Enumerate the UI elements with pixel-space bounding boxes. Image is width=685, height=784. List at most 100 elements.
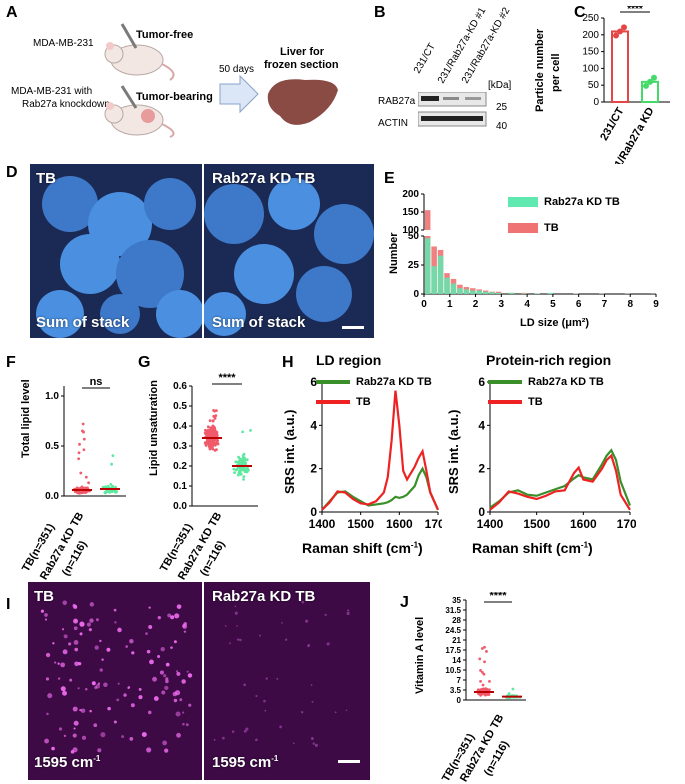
x-tick-label: 1600 [570,517,597,531]
data-point [210,440,213,443]
data-point [78,451,81,454]
data-point [209,432,212,435]
panel-h-right-xlabel: Raman shift (cm-1) [472,540,593,556]
vitamin-a-spot [47,693,52,698]
vitamin-a-spot [145,632,148,635]
panel-d-image-kd: Rab27a KD TB Sum of stack [204,164,374,338]
vitamin-a-spot [266,677,268,679]
data-point [112,454,115,457]
data-point [239,473,242,476]
vitamin-a-spot [182,711,184,713]
vitamin-a-spot [312,742,314,744]
y-tick-label: 0.6 [173,381,187,392]
vitamin-a-spot [89,628,92,631]
data-point [212,415,215,418]
vitamin-a-spot [74,640,79,645]
data-point [110,490,113,493]
vitamin-a-spot [44,613,48,617]
bar-kd [496,293,502,294]
legend-label-kd: Rab27a KD TB [356,376,432,388]
y-tick-label: 0.0 [45,491,59,502]
vitamin-a-spot [79,622,84,627]
vitamin-a-spot [301,711,303,713]
data-point [478,657,481,660]
data-point [87,481,90,484]
vitamin-a-spot [74,721,79,726]
vitamin-a-spot [162,741,167,746]
vitamin-a-spot [229,642,231,644]
vitamin-a-spot [127,687,129,689]
vitamin-a-spot [170,615,174,619]
bar-kd [470,291,476,294]
vitamin-a-spot [98,683,100,685]
panel-i-caption-left: 1595 cm-1 [34,754,100,771]
y-tick-label: 150 [582,47,599,58]
vitamin-a-spot [232,730,235,733]
vitamin-a-spot [147,650,151,654]
y-tick-label: 21 [452,636,461,645]
panel-e-ylabel: Number [388,232,400,274]
vitamin-a-spot [129,737,133,741]
y-tick-label: 24.5 [445,626,461,635]
y-tick-label: 3.5 [450,686,462,695]
data-point [207,440,210,443]
data-point [82,431,85,434]
data-point [85,476,88,479]
vitamin-a-spot [142,732,147,737]
vitamin-a-spot [164,749,168,753]
scale-bar [338,760,360,763]
x-tick-label: 7 [602,299,608,310]
vitamin-a-spot [315,744,318,747]
data-point [237,456,240,459]
vitamin-a-spot [80,632,83,635]
vitamin-a-spot [74,648,78,652]
vitamin-a-spot [97,748,101,752]
vitamin-a-spot [148,625,152,629]
vitamin-a-spot [139,688,142,691]
data-point [209,419,212,422]
y-tick-label: 0 [413,289,419,300]
vitamin-a-spot [184,630,186,632]
y-tick-label: 0.2 [173,461,187,472]
panel-d-image-tb: TB Sum of stack [30,164,202,338]
panel-h-right-legend-kd: Rab27a KD TB [488,376,604,388]
vitamin-a-spot [107,707,111,711]
tb-cells-image [30,164,202,338]
vitamin-a-spot [68,642,71,645]
cell-line-top-label: MDA-MB-231 [33,38,94,49]
vitamin-a-spot [182,624,187,629]
panel-j-letter: J [400,594,409,612]
data-point [210,428,213,431]
vitamin-a-spot [89,618,93,622]
vitamin-a-spot [177,604,182,609]
vitamin-a-spot [239,639,241,641]
legend-label-tb: TB [528,396,543,408]
marker-25: 25 [496,102,507,113]
y-tick-label: 6 [478,375,485,389]
vitamin-a-spot [335,711,337,713]
data-point [241,430,244,433]
panel-d-caption-right: Sum of stack [212,314,305,331]
y-tick-label: 10.5 [445,666,461,675]
data-point [233,471,236,474]
bar-kd [535,293,541,294]
panel-i-image-kd: Rab27a KD TB 1595 cm-1 [204,582,370,780]
vitamin-a-spot [149,607,151,609]
vitamin-a-spot [170,646,173,649]
tb-vitamin-a-image [28,582,202,780]
vitamin-a-spot [123,693,126,696]
vitamin-a-spot [114,609,117,612]
x-tick-label: 0 [421,299,427,310]
vitamin-a-spot [243,683,246,686]
vitamin-a-spot [324,614,326,616]
y-tick-label: 0.5 [173,401,187,412]
panel-a-letter: A [6,4,18,22]
vitamin-a-spot [259,635,261,637]
x-tick-label: 9 [653,299,659,310]
panel-j-ylabel: Vitamin A level [414,617,426,694]
xlabel-text: Raman shift (cm [472,540,581,556]
arrow-icon [220,76,258,112]
tumor-bearing-mouse-icon [105,86,174,137]
